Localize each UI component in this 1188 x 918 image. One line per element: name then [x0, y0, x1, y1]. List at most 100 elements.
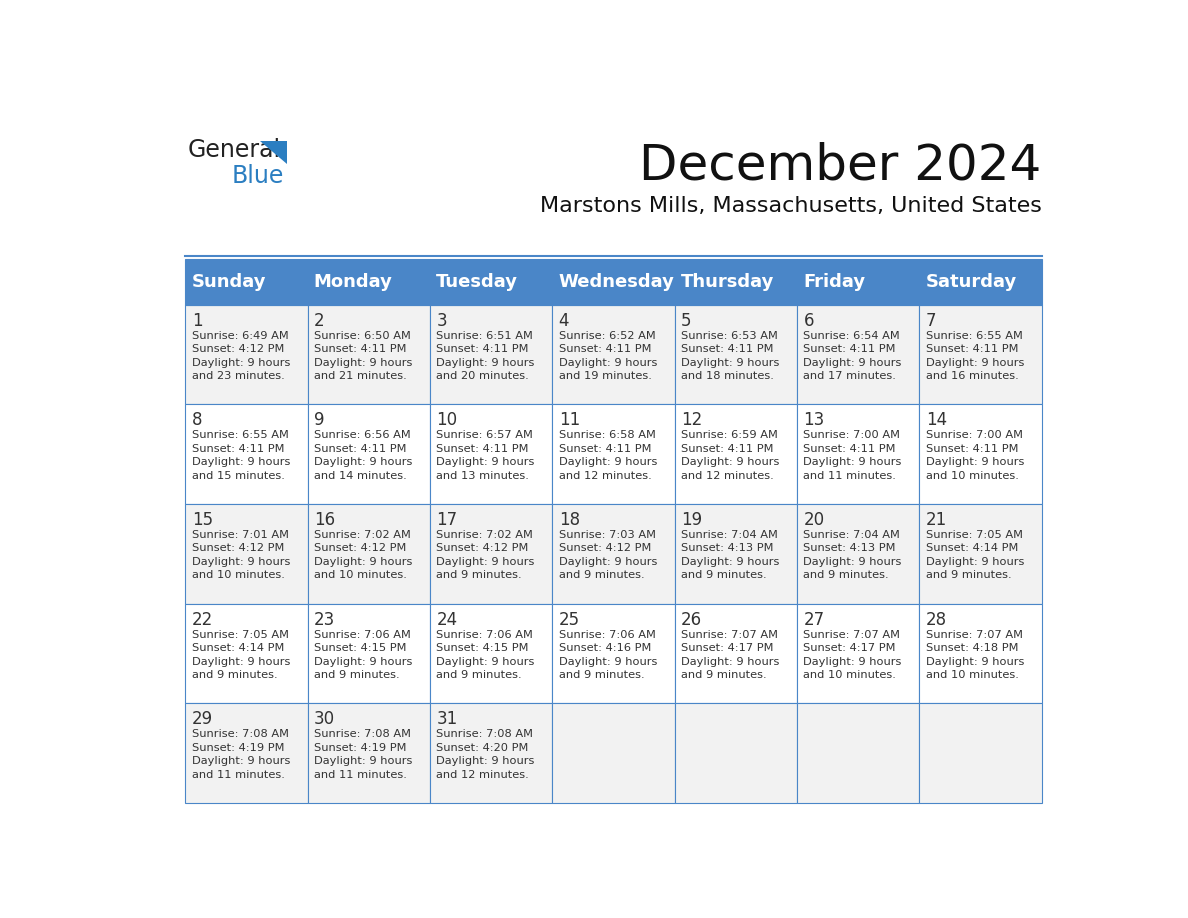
- Text: 14: 14: [925, 411, 947, 430]
- Text: Sunset: 4:11 PM: Sunset: 4:11 PM: [191, 443, 284, 453]
- Text: Daylight: 9 hours: Daylight: 9 hours: [925, 457, 1024, 467]
- Text: Sunrise: 7:02 AM: Sunrise: 7:02 AM: [436, 530, 533, 540]
- Text: Daylight: 9 hours: Daylight: 9 hours: [558, 557, 657, 567]
- Text: Sunrise: 7:05 AM: Sunrise: 7:05 AM: [925, 530, 1023, 540]
- Bar: [675, 504, 797, 603]
- Text: 16: 16: [314, 511, 335, 529]
- Text: Sunrise: 7:00 AM: Sunrise: 7:00 AM: [925, 431, 1023, 441]
- Text: Daylight: 9 hours: Daylight: 9 hours: [925, 557, 1024, 567]
- Text: Sunset: 4:11 PM: Sunset: 4:11 PM: [925, 344, 1018, 354]
- Bar: [430, 305, 552, 404]
- Text: and 9 minutes.: and 9 minutes.: [436, 670, 522, 680]
- Bar: [308, 603, 430, 703]
- Text: and 9 minutes.: and 9 minutes.: [681, 570, 766, 580]
- Bar: [185, 603, 308, 703]
- Text: Sunset: 4:12 PM: Sunset: 4:12 PM: [191, 344, 284, 354]
- Text: Sunrise: 7:07 AM: Sunrise: 7:07 AM: [803, 630, 901, 640]
- Text: 4: 4: [558, 311, 569, 330]
- Bar: [185, 703, 308, 803]
- Text: General: General: [188, 139, 280, 162]
- Text: 17: 17: [436, 511, 457, 529]
- Bar: [675, 603, 797, 703]
- Text: 7: 7: [925, 311, 936, 330]
- Text: Sunrise: 6:50 AM: Sunrise: 6:50 AM: [314, 330, 411, 341]
- Text: Sunset: 4:11 PM: Sunset: 4:11 PM: [558, 443, 651, 453]
- Text: Sunset: 4:11 PM: Sunset: 4:11 PM: [681, 443, 773, 453]
- Text: Daylight: 9 hours: Daylight: 9 hours: [803, 656, 902, 666]
- Text: Daylight: 9 hours: Daylight: 9 hours: [803, 357, 902, 367]
- Text: and 16 minutes.: and 16 minutes.: [925, 371, 1018, 381]
- Bar: [430, 603, 552, 703]
- Text: and 9 minutes.: and 9 minutes.: [191, 670, 277, 680]
- Bar: [185, 404, 308, 504]
- Text: Sunrise: 7:07 AM: Sunrise: 7:07 AM: [925, 630, 1023, 640]
- Text: 13: 13: [803, 411, 824, 430]
- Text: and 17 minutes.: and 17 minutes.: [803, 371, 896, 381]
- Text: and 10 minutes.: and 10 minutes.: [925, 471, 1018, 481]
- Text: Daylight: 9 hours: Daylight: 9 hours: [803, 557, 902, 567]
- Text: 9: 9: [314, 411, 324, 430]
- Text: and 9 minutes.: and 9 minutes.: [436, 570, 522, 580]
- Bar: [552, 504, 675, 603]
- Text: 3: 3: [436, 311, 447, 330]
- Text: Daylight: 9 hours: Daylight: 9 hours: [925, 656, 1024, 666]
- Bar: [920, 305, 1042, 404]
- Bar: [430, 259, 552, 305]
- Text: and 12 minutes.: and 12 minutes.: [681, 471, 773, 481]
- Text: Daylight: 9 hours: Daylight: 9 hours: [314, 656, 412, 666]
- Text: Daylight: 9 hours: Daylight: 9 hours: [436, 656, 535, 666]
- Text: Sunrise: 6:51 AM: Sunrise: 6:51 AM: [436, 330, 533, 341]
- Bar: [552, 259, 675, 305]
- Bar: [430, 703, 552, 803]
- Bar: [675, 305, 797, 404]
- Text: 10: 10: [436, 411, 457, 430]
- Text: and 9 minutes.: and 9 minutes.: [925, 570, 1011, 580]
- Text: Sunrise: 7:04 AM: Sunrise: 7:04 AM: [803, 530, 901, 540]
- Text: and 12 minutes.: and 12 minutes.: [558, 471, 651, 481]
- Text: Daylight: 9 hours: Daylight: 9 hours: [681, 557, 779, 567]
- Bar: [308, 259, 430, 305]
- Text: Wednesday: Wednesday: [558, 273, 675, 291]
- Bar: [308, 305, 430, 404]
- Bar: [675, 259, 797, 305]
- Text: Sunrise: 6:49 AM: Sunrise: 6:49 AM: [191, 330, 289, 341]
- Bar: [552, 703, 675, 803]
- Text: Daylight: 9 hours: Daylight: 9 hours: [925, 357, 1024, 367]
- Text: Daylight: 9 hours: Daylight: 9 hours: [558, 656, 657, 666]
- Text: Sunset: 4:13 PM: Sunset: 4:13 PM: [681, 543, 773, 554]
- Text: Sunrise: 6:53 AM: Sunrise: 6:53 AM: [681, 330, 778, 341]
- Text: Sunset: 4:12 PM: Sunset: 4:12 PM: [314, 543, 406, 554]
- Text: Sunrise: 6:57 AM: Sunrise: 6:57 AM: [436, 431, 533, 441]
- Text: and 11 minutes.: and 11 minutes.: [314, 769, 407, 779]
- Text: 8: 8: [191, 411, 202, 430]
- Text: Daylight: 9 hours: Daylight: 9 hours: [314, 357, 412, 367]
- Text: 1: 1: [191, 311, 202, 330]
- Text: Sunset: 4:15 PM: Sunset: 4:15 PM: [436, 644, 529, 653]
- Text: and 14 minutes.: and 14 minutes.: [314, 471, 406, 481]
- Text: 18: 18: [558, 511, 580, 529]
- Text: and 11 minutes.: and 11 minutes.: [803, 471, 896, 481]
- Text: 2: 2: [314, 311, 324, 330]
- Text: Friday: Friday: [803, 273, 865, 291]
- Text: and 13 minutes.: and 13 minutes.: [436, 471, 530, 481]
- Text: and 20 minutes.: and 20 minutes.: [436, 371, 529, 381]
- Text: Sunrise: 7:08 AM: Sunrise: 7:08 AM: [191, 730, 289, 739]
- Bar: [920, 259, 1042, 305]
- Polygon shape: [260, 141, 286, 164]
- Bar: [552, 603, 675, 703]
- Text: Sunrise: 7:07 AM: Sunrise: 7:07 AM: [681, 630, 778, 640]
- Text: Daylight: 9 hours: Daylight: 9 hours: [436, 756, 535, 767]
- Bar: [920, 504, 1042, 603]
- Bar: [920, 404, 1042, 504]
- Text: Sunrise: 6:55 AM: Sunrise: 6:55 AM: [925, 330, 1023, 341]
- Text: Sunrise: 7:03 AM: Sunrise: 7:03 AM: [558, 530, 656, 540]
- Text: Sunset: 4:11 PM: Sunset: 4:11 PM: [803, 344, 896, 354]
- Text: 6: 6: [803, 311, 814, 330]
- Text: Sunrise: 7:08 AM: Sunrise: 7:08 AM: [314, 730, 411, 739]
- Bar: [430, 404, 552, 504]
- Text: Sunrise: 7:06 AM: Sunrise: 7:06 AM: [314, 630, 411, 640]
- Text: Marstons Mills, Massachusetts, United States: Marstons Mills, Massachusetts, United St…: [539, 196, 1042, 217]
- Text: Sunrise: 6:58 AM: Sunrise: 6:58 AM: [558, 431, 656, 441]
- Bar: [797, 703, 920, 803]
- Text: Sunset: 4:17 PM: Sunset: 4:17 PM: [803, 644, 896, 653]
